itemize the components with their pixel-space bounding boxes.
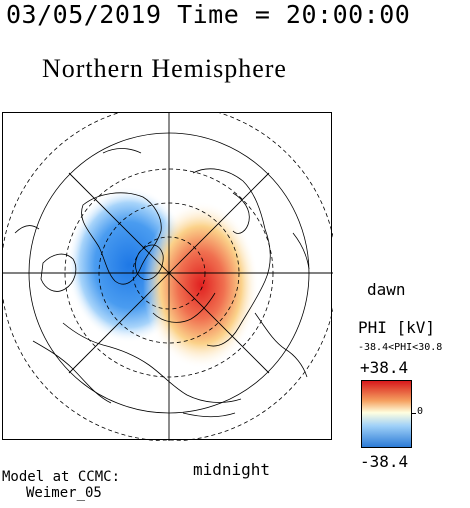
credit-line-2: Weimer_05 (26, 485, 102, 501)
colorbar (361, 380, 412, 448)
coastlines (14, 148, 310, 418)
positive-potential-cell (143, 201, 259, 369)
legend-title: PHI [kV] (358, 318, 436, 337)
legend-max-label: +38.4 (360, 358, 409, 377)
midnight-label: midnight (193, 460, 271, 479)
credit-line-1: Model at CCMC: (2, 469, 121, 485)
dawn-label: dawn (367, 280, 406, 299)
meridian-lines (3, 113, 333, 441)
meridian-diagonal-2 (68, 172, 270, 374)
polar-map-frame (2, 112, 333, 441)
polar-potential-map (3, 113, 333, 441)
legend-range-text: -38.4<PHI<30.8 (358, 342, 443, 353)
legend-min-label: -38.4 (360, 452, 409, 471)
colorbar-zero-tick (412, 413, 416, 414)
plot-timestamp-title: 03/05/2019 Time = 20:00:00 (6, 0, 411, 29)
legend-zero-label: 0 (417, 406, 424, 417)
hemisphere-title: Northern Hemisphere (42, 54, 287, 83)
